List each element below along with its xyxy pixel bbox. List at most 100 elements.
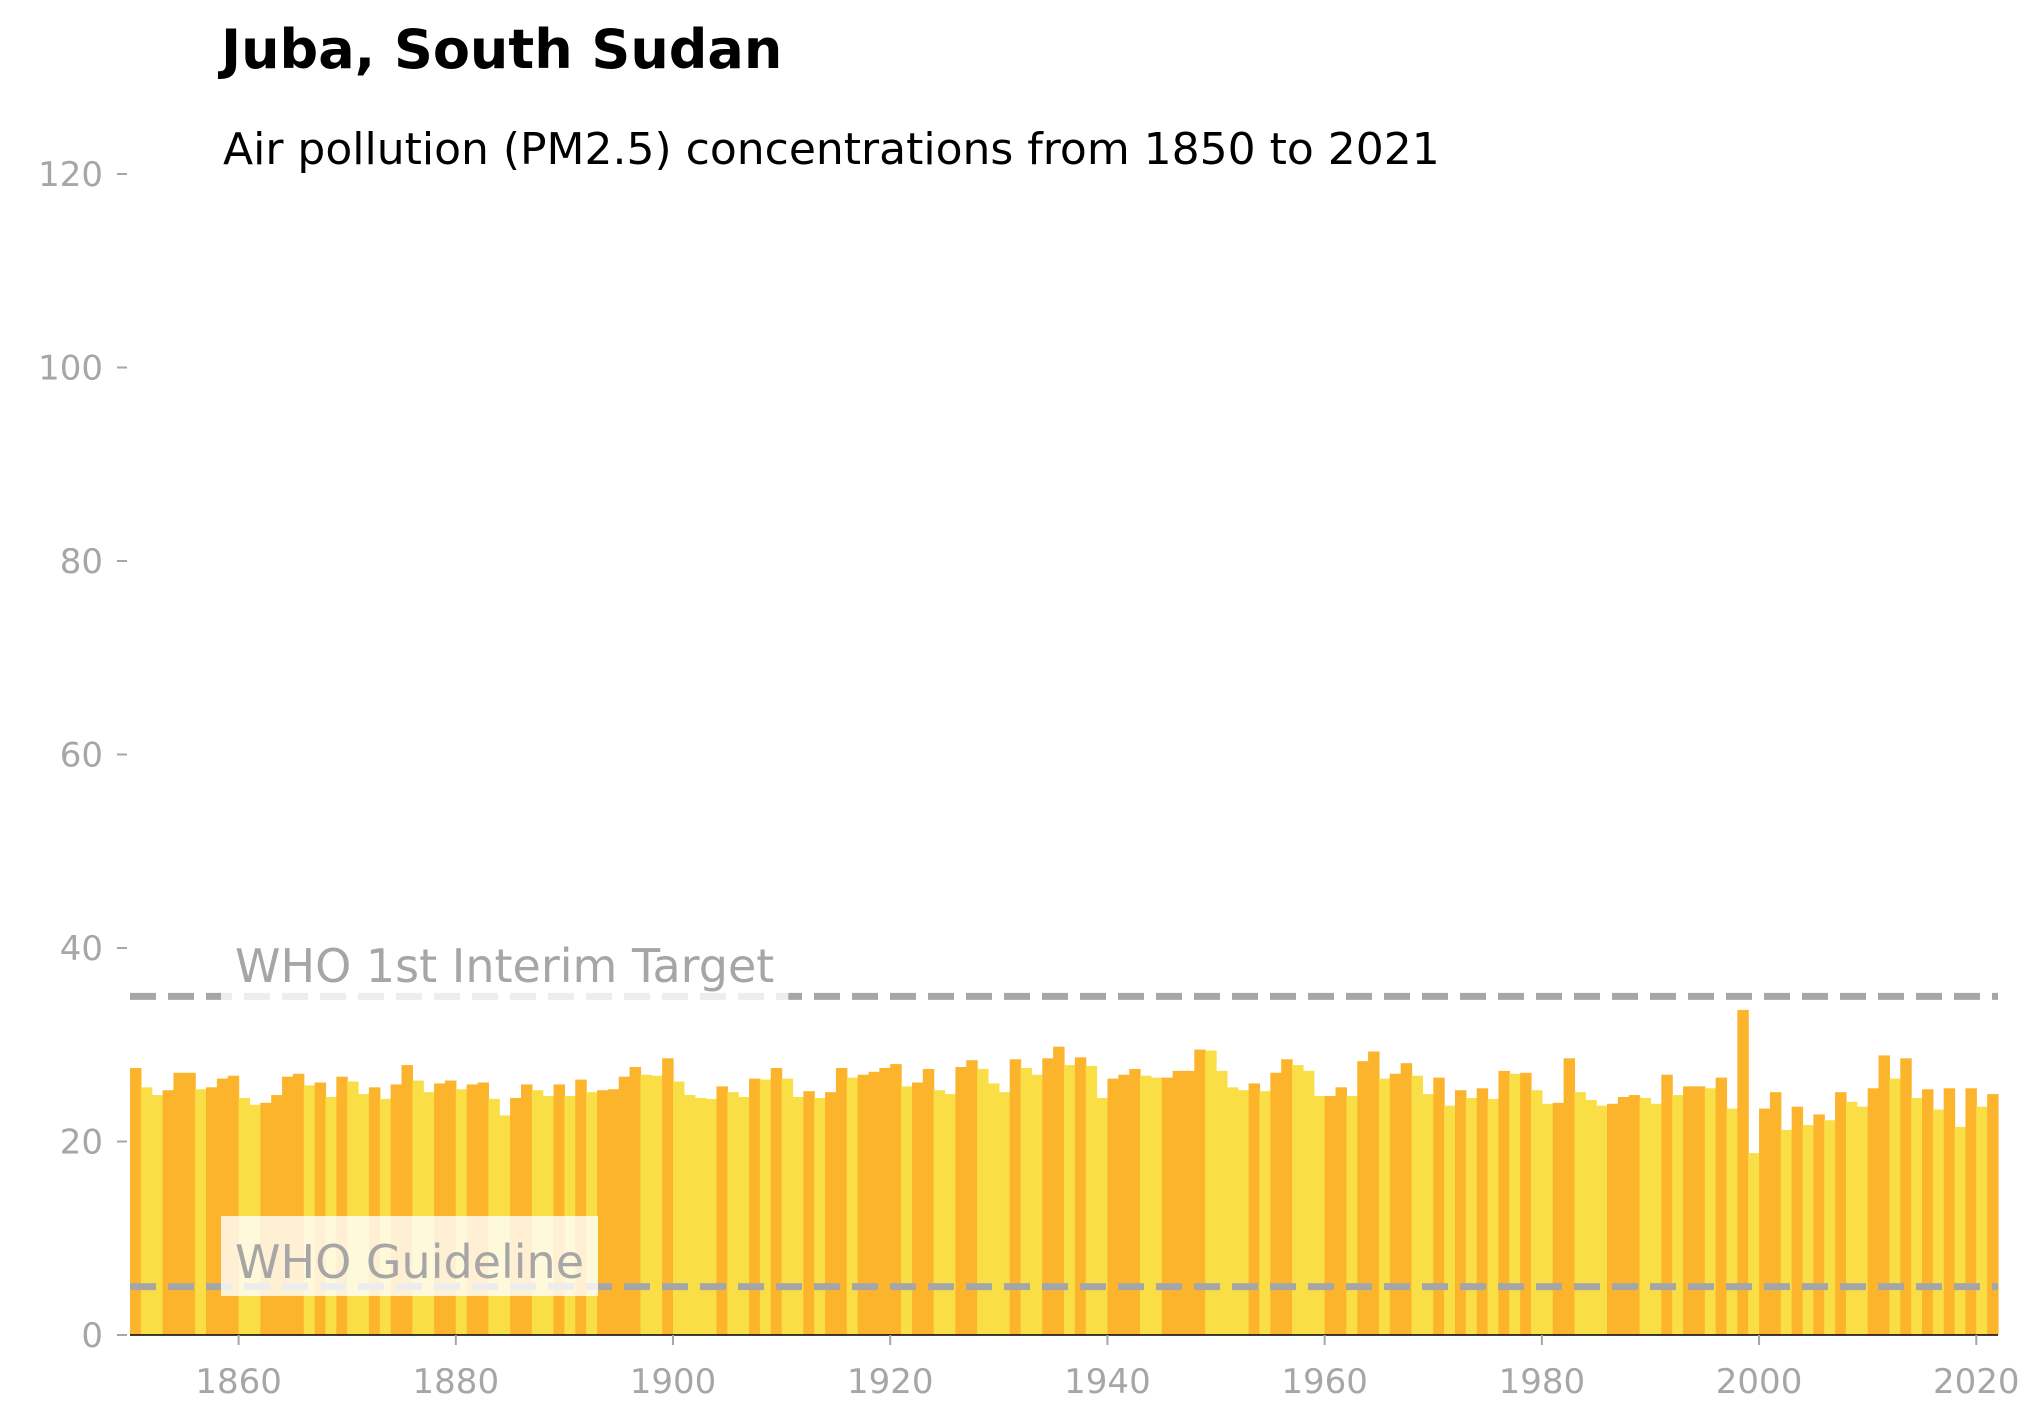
bar-1942 — [1129, 1068, 1141, 1335]
bar-1962 — [1346, 1096, 1358, 1335]
bar-1874 — [390, 1084, 403, 1335]
bar-1945 — [1161, 1077, 1174, 1335]
chart-subtitle: Air pollution (PM2.5) concentrations fro… — [223, 124, 1440, 175]
bar-2001 — [1769, 1092, 1782, 1335]
bar-1938 — [1085, 1066, 1098, 1335]
bar-1897 — [640, 1074, 652, 1335]
bar-1986 — [1607, 1103, 1619, 1335]
bar-1958 — [1302, 1070, 1315, 1335]
bar-1982 — [1563, 1058, 1576, 1335]
bar-1900 — [673, 1081, 685, 1335]
bar-1930 — [998, 1092, 1011, 1335]
bar-1990 — [1650, 1103, 1662, 1335]
bar-2016 — [1932, 1109, 1945, 1335]
bar-1902 — [694, 1097, 707, 1335]
bar-1859 — [227, 1075, 240, 1335]
bar-1878 — [434, 1083, 446, 1335]
bar-1948 — [1194, 1049, 1206, 1335]
bar-1858 — [216, 1078, 229, 1335]
bar-2010 — [1867, 1088, 1880, 1335]
bar-1973 — [1465, 1097, 1478, 1335]
bar-1872 — [368, 1087, 381, 1335]
bar-1893 — [597, 1090, 609, 1335]
bar-2017 — [1943, 1088, 1956, 1335]
who-guideline-label: WHO Guideline — [235, 1235, 584, 1289]
bar-1851 — [140, 1087, 153, 1335]
y-tick-label-120: 120 — [38, 155, 103, 195]
bar-1940 — [1107, 1078, 1119, 1335]
bar-1895 — [618, 1076, 631, 1335]
bar-1992 — [1672, 1095, 1684, 1335]
bar-1925 — [944, 1094, 956, 1335]
bar-1976 — [1498, 1070, 1510, 1335]
bar-1907 — [749, 1078, 761, 1335]
bar-1871 — [358, 1094, 370, 1335]
bar-1983 — [1574, 1092, 1586, 1335]
bar-1855 — [184, 1072, 196, 1335]
bar-2012 — [1889, 1078, 1901, 1335]
bar-1922 — [911, 1082, 924, 1335]
bar-1910 — [781, 1078, 794, 1335]
bar-2011 — [1878, 1055, 1890, 1335]
reference-lines: WHO 1st Interim Target WHO Guideline — [130, 930, 1998, 1296]
bar-2005 — [1813, 1114, 1825, 1335]
bar-1852 — [151, 1095, 164, 1335]
bar-1959 — [1313, 1096, 1326, 1335]
bar-1995 — [1704, 1088, 1717, 1335]
bar-2013 — [1900, 1058, 1912, 1335]
bar-2004 — [1802, 1125, 1814, 1335]
bar-1914 — [825, 1092, 837, 1335]
bar-1887 — [531, 1090, 544, 1335]
bar-1896 — [629, 1067, 642, 1335]
bar-1903 — [705, 1098, 718, 1335]
y-tick-label-0: 0 — [81, 1316, 103, 1356]
bar-1886 — [520, 1084, 533, 1335]
bar-1853 — [162, 1090, 175, 1335]
bar-1935 — [1053, 1046, 1065, 1335]
bar-1977 — [1509, 1073, 1521, 1335]
bar-1891 — [575, 1079, 587, 1335]
bar-1994 — [1693, 1086, 1706, 1335]
bar-2007 — [1835, 1092, 1847, 1335]
bar-1857 — [206, 1087, 218, 1335]
bar-1966 — [1389, 1073, 1402, 1335]
bar-1864 — [282, 1076, 294, 1335]
bar-2018 — [1954, 1126, 1967, 1335]
bar-1987 — [1617, 1096, 1630, 1335]
bar-2014 — [1911, 1097, 1923, 1335]
bar-1974 — [1476, 1088, 1489, 1335]
bar-1952 — [1237, 1090, 1250, 1335]
bar-1850 — [130, 1067, 142, 1335]
bar-1984 — [1585, 1099, 1597, 1335]
bar-1882 — [477, 1082, 489, 1335]
bar-1899 — [662, 1058, 674, 1335]
bar-1961 — [1335, 1087, 1347, 1335]
bar-1919 — [879, 1067, 891, 1335]
bar-1996 — [1715, 1077, 1728, 1335]
bar-1927 — [966, 1060, 978, 1335]
bar-1950 — [1216, 1070, 1228, 1335]
bar-1949 — [1205, 1050, 1217, 1335]
bar-1928 — [977, 1068, 989, 1335]
y-tick-label-80: 80 — [60, 542, 103, 582]
x-tick-label-1860: 1860 — [195, 1362, 282, 1402]
bar-1960 — [1324, 1096, 1337, 1335]
bar-2002 — [1780, 1129, 1793, 1335]
bar-1947 — [1183, 1070, 1195, 1335]
y-tick-label-100: 100 — [38, 349, 103, 389]
bar-1972 — [1454, 1090, 1467, 1335]
x-tick-label-1980: 1980 — [1499, 1362, 1586, 1402]
bar-1909 — [770, 1067, 783, 1335]
bar-2015 — [1921, 1089, 1934, 1335]
x-tick-label-2020: 2020 — [1933, 1362, 2020, 1402]
bar-2020 — [1976, 1106, 1988, 1335]
bar-1888 — [542, 1096, 555, 1335]
bar-1937 — [1074, 1057, 1087, 1335]
bar-1991 — [1661, 1074, 1673, 1335]
bar-2003 — [1791, 1106, 1804, 1335]
bar-1866 — [303, 1085, 316, 1335]
bar-1981 — [1552, 1102, 1565, 1335]
bar-1865 — [292, 1073, 305, 1335]
bar-1932 — [1020, 1067, 1033, 1335]
x-tick-label-1880: 1880 — [413, 1362, 500, 1402]
